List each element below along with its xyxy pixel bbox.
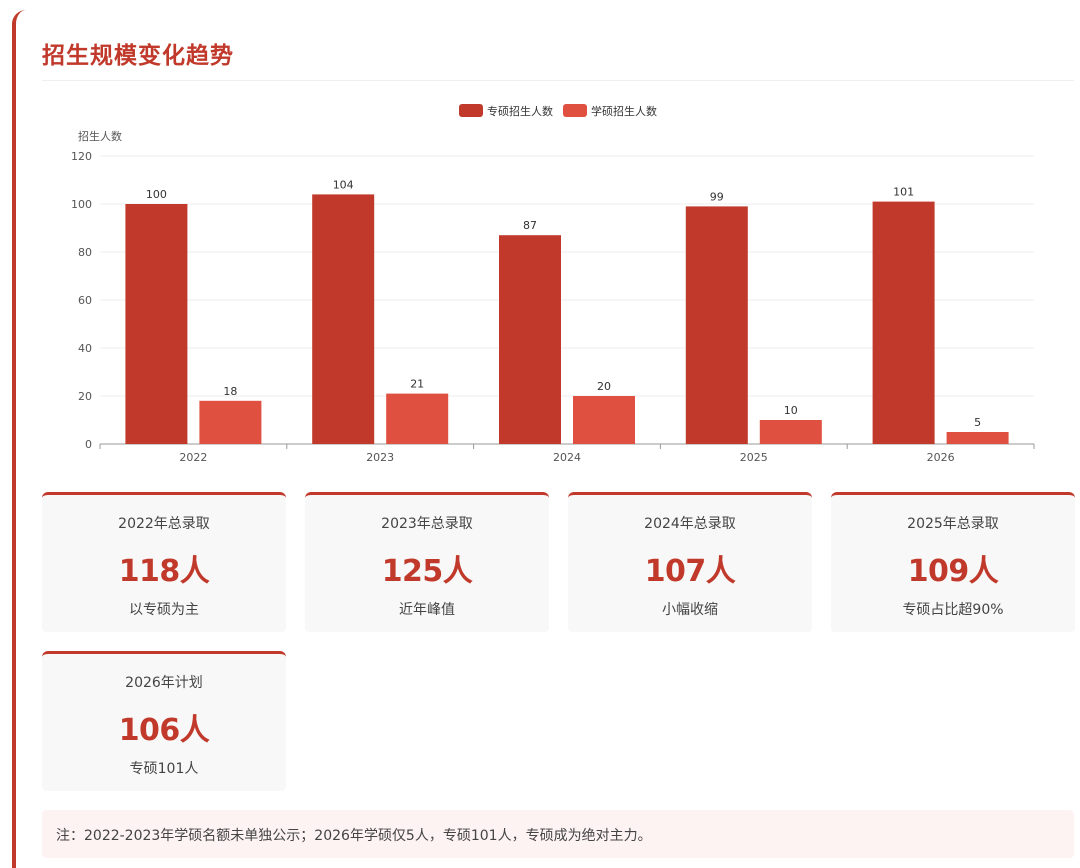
legend-swatch xyxy=(459,104,483,117)
stat-value: 107人 xyxy=(644,554,736,589)
y-tick-label: 0 xyxy=(85,438,92,451)
data-label: 104 xyxy=(333,178,354,191)
stat-desc: 小幅收缩 xyxy=(662,602,718,618)
enrollment-bar-chart: 0 20 40 60 80 100 120 招生人数 专硕招生人数 学硕招生人数 2022 100 18… xyxy=(71,104,1035,464)
bar-xueshuo xyxy=(386,393,449,444)
stat-label: 2026年计划 xyxy=(125,675,203,691)
x-tick-label: 2023 xyxy=(366,451,394,464)
data-label: 10 xyxy=(784,404,798,417)
data-label: 20 xyxy=(597,380,611,393)
legend-label: 专硕招生人数 xyxy=(487,104,553,118)
bar-xueshuo xyxy=(759,420,822,444)
stat-label: 2022年总录取 xyxy=(118,516,210,532)
data-label: 87 xyxy=(523,219,537,232)
y-tick-label: 60 xyxy=(78,294,92,307)
data-label: 99 xyxy=(710,190,724,203)
y-tick-label: 120 xyxy=(71,150,92,163)
data-label: 18 xyxy=(223,385,237,398)
stat-value: 118人 xyxy=(118,554,210,589)
bar-xueshuo xyxy=(946,432,1009,444)
legend-swatch xyxy=(563,104,587,117)
stat-label: 2025年总录取 xyxy=(907,516,999,532)
page-title: 招生规模变化趋势 xyxy=(42,43,234,69)
stat-card-2023: 2023年总录取 125人 近年峰值 xyxy=(305,492,549,632)
y-tick-label: 20 xyxy=(78,390,92,403)
bar-zhuanshuo xyxy=(499,235,561,444)
stat-value: 109人 xyxy=(907,554,999,589)
bar-zhuanshuo xyxy=(312,194,375,444)
stat-value: 125人 xyxy=(381,554,473,589)
stat-desc: 以专硕为主 xyxy=(129,602,199,618)
stat-value: 106人 xyxy=(118,713,210,748)
stat-card-2025: 2025年总录取 109人 专硕占比超90% xyxy=(831,492,1075,632)
x-tick-label: 2026 xyxy=(927,451,955,464)
title-divider xyxy=(42,80,1074,81)
bar-zhuanshuo xyxy=(872,201,935,444)
bar-zhuanshuo xyxy=(125,204,188,444)
y-tick-label: 100 xyxy=(71,198,92,211)
y-tick-label: 40 xyxy=(78,342,92,355)
y-tick-label: 80 xyxy=(78,246,92,259)
data-label: 5 xyxy=(974,416,981,429)
stat-desc: 近年峰值 xyxy=(399,602,455,618)
footnote: 注：2022-2023年学硕名额未单独公示；2026年学硕仅5人，专硕101人，… xyxy=(42,810,1074,858)
stat-card-2022: 2022年总录取 118人 以专硕为主 xyxy=(42,492,286,632)
x-tick-label: 2025 xyxy=(740,451,768,464)
x-tick-label: 2022 xyxy=(179,451,207,464)
stat-card-2024: 2024年总录取 107人 小幅收缩 xyxy=(568,492,812,632)
bar-xueshuo xyxy=(199,400,262,444)
bar-zhuanshuo xyxy=(685,206,748,444)
data-label: 100 xyxy=(146,188,167,201)
x-tick-label: 2024 xyxy=(553,451,581,464)
legend-label: 学硕招生人数 xyxy=(591,104,657,118)
stat-card-2026: 2026年计划 106人 专硕101人 xyxy=(42,651,286,791)
data-label: 101 xyxy=(893,186,914,199)
y-axis-label: 招生人数 xyxy=(78,129,122,143)
data-label: 21 xyxy=(410,378,424,391)
stat-desc: 专硕占比超90% xyxy=(902,602,1004,618)
stat-label: 2024年总录取 xyxy=(644,516,736,532)
stat-label: 2023年总录取 xyxy=(381,516,473,532)
stat-desc: 专硕101人 xyxy=(129,761,199,777)
bar-xueshuo xyxy=(573,396,635,444)
